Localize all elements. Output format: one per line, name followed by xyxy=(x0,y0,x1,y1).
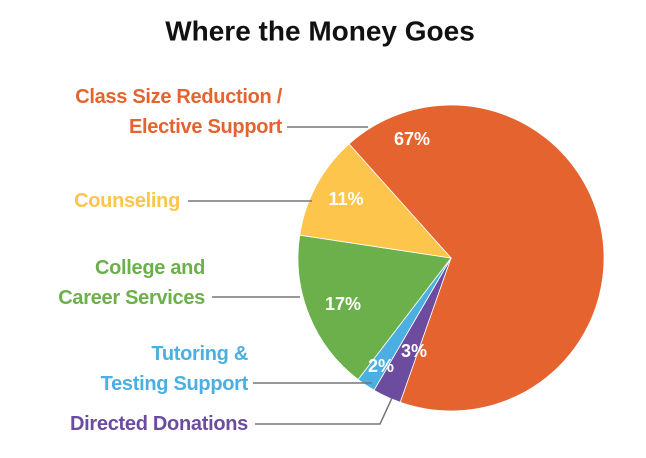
chart-title: Where the Money Goes xyxy=(165,15,475,46)
value-label: 67% xyxy=(394,129,430,149)
pie-slice xyxy=(299,143,453,259)
category-label: College and Career Services xyxy=(58,257,205,309)
category-label: Tutoring & Testing Support xyxy=(100,343,249,395)
category-label: Class Size Reduction / Elective Support xyxy=(75,86,282,138)
leader-line xyxy=(255,397,393,425)
value-label: 11% xyxy=(328,189,363,209)
value-label: 3% xyxy=(401,341,427,361)
pie-slice xyxy=(297,234,452,381)
value-label: 17% xyxy=(325,294,361,314)
category-label: Directed Donations xyxy=(70,413,248,435)
pie-slice xyxy=(348,104,605,412)
value-label: 2% xyxy=(368,356,394,376)
category-label: Counseling xyxy=(74,190,180,212)
